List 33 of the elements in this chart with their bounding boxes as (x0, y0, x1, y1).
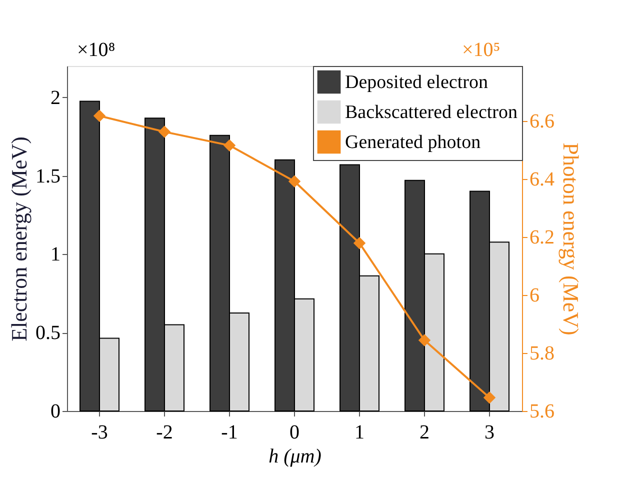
y2-tick-label: 6.2 (530, 226, 554, 249)
y2-axis-title: Photon energy (MeV) (558, 142, 584, 336)
x-tick-label: 1 (354, 422, 364, 444)
y2-tick-label: 6.4 (530, 168, 554, 191)
legend-label: Generated photon (345, 132, 482, 153)
y-tick-label: 2 (50, 86, 60, 109)
text: ×10⁸ (77, 39, 116, 61)
point (223, 139, 236, 152)
y-tick-label: 0 (50, 400, 60, 422)
point (418, 334, 431, 346)
point (158, 126, 171, 138)
x-tick-label: 0 (290, 422, 300, 444)
y-axis-title: Electron energy (MeV) (6, 136, 32, 342)
x-tick-label: 3 (484, 422, 494, 444)
x-tick-label: -3 (91, 422, 108, 444)
y2-tick-label: 5.6 (530, 400, 554, 422)
y-tick-label: 1.5 (36, 165, 60, 188)
point (483, 392, 496, 404)
y2-tick-label: 6 (530, 284, 540, 307)
x-tick-label: -2 (156, 422, 173, 444)
point (288, 175, 301, 188)
x-axis-title: h (μm) (268, 446, 322, 468)
y2-tick-label: 5.8 (530, 342, 554, 365)
point (93, 110, 106, 122)
y-tick-label: 1 (50, 244, 60, 266)
y2-tick-label: 6.6 (530, 110, 554, 133)
x-tick-label: -1 (221, 422, 238, 444)
legend-label: Backscattered electron (345, 102, 518, 123)
legend-label: Deposited electron (345, 72, 488, 93)
y-tick-label: 0.5 (36, 322, 60, 344)
x-tick-label: 2 (420, 422, 430, 444)
text: ×10⁵ (462, 39, 500, 61)
point (353, 237, 366, 250)
